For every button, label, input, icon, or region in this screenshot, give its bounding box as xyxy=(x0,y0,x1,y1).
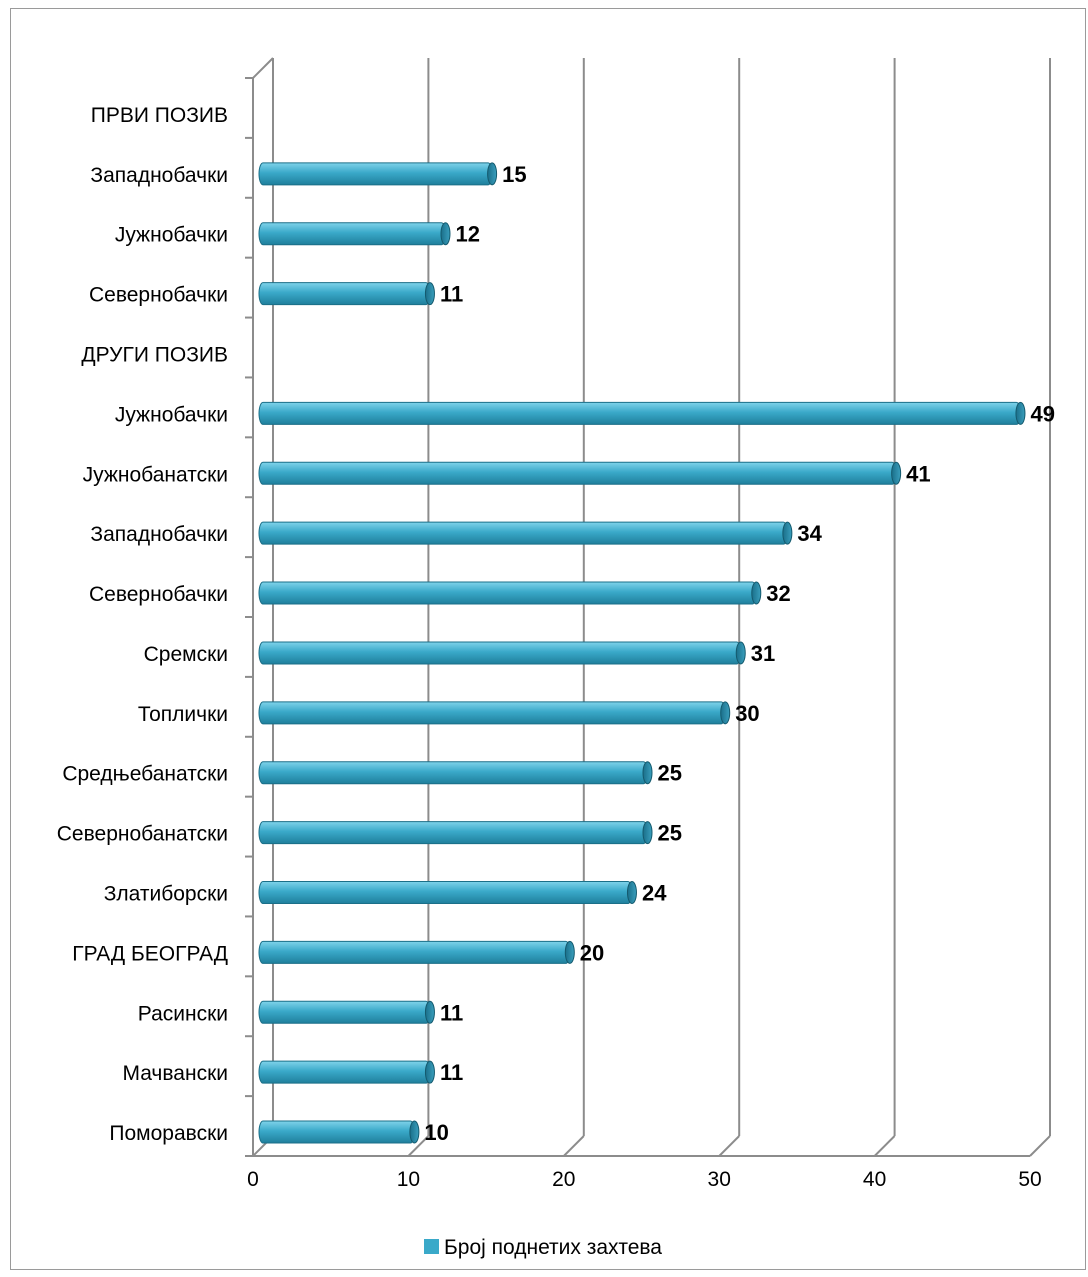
category-label: ДРУГИ ПОЗИВ xyxy=(81,344,228,367)
x-tick-label: 20 xyxy=(552,1168,575,1191)
bar xyxy=(258,461,902,485)
data-label: 30 xyxy=(735,701,759,726)
category-label: Средњебанатски xyxy=(62,763,228,786)
category-label: Јужнобанатски xyxy=(83,463,228,486)
bar xyxy=(258,761,653,785)
data-label: 25 xyxy=(658,761,682,786)
bar xyxy=(258,701,731,725)
category-label: Топлички xyxy=(138,703,228,726)
bar xyxy=(258,282,435,306)
bar xyxy=(258,581,762,605)
chart-frame xyxy=(10,8,1086,1270)
data-label: 34 xyxy=(797,521,822,546)
data-label: 49 xyxy=(1030,401,1054,426)
category-label: ГРАД БЕОГРАД xyxy=(72,942,228,965)
x-tick-label: 50 xyxy=(1018,1168,1041,1191)
data-label: 20 xyxy=(580,940,604,965)
gridline-depth-20 xyxy=(563,1135,585,1157)
bar xyxy=(258,162,498,186)
data-label: 11 xyxy=(440,1060,463,1085)
data-label: 41 xyxy=(906,461,930,486)
x-tick-label: 40 xyxy=(863,1168,886,1191)
data-label: 32 xyxy=(766,581,790,606)
category-label: Сремски xyxy=(144,643,228,666)
data-label: 12 xyxy=(455,222,479,247)
data-label: 10 xyxy=(424,1120,448,1145)
category-label: Поморавски xyxy=(109,1122,228,1145)
bar xyxy=(258,940,575,964)
bar xyxy=(258,641,746,665)
gridline-depth-50 xyxy=(1029,1135,1051,1157)
x-tick-label: 30 xyxy=(708,1168,731,1191)
bar xyxy=(258,1060,435,1084)
gridline-depth-40 xyxy=(873,1135,896,1157)
category-label: Севернобачки xyxy=(89,284,228,307)
data-label: 15 xyxy=(502,162,526,187)
category-label: Западнобачки xyxy=(90,523,228,546)
bar xyxy=(258,1000,435,1024)
data-label: 31 xyxy=(751,641,775,666)
x-tick-label: 0 xyxy=(247,1168,259,1191)
legend-label: Број поднетих захтева xyxy=(444,1236,662,1259)
bar xyxy=(258,881,637,904)
legend: Број поднетих захтева xyxy=(424,1236,662,1259)
legend-swatch xyxy=(424,1239,439,1254)
category-label: Западнобачки xyxy=(90,164,228,187)
y-axis-depth xyxy=(252,57,274,79)
bar xyxy=(258,521,793,545)
x-tick-label: 10 xyxy=(397,1168,420,1191)
gridline-depth-10 xyxy=(407,1135,430,1157)
category-label: Јужнобачки xyxy=(115,403,228,426)
bar xyxy=(258,821,653,845)
category-label: Златиборски xyxy=(104,883,228,906)
category-label: Јужнобачки xyxy=(115,224,228,247)
data-label: 11 xyxy=(440,1000,463,1025)
category-label: ПРВИ ПОЗИВ xyxy=(91,104,228,127)
gridline-depth-30 xyxy=(718,1135,740,1157)
bar-layer xyxy=(258,162,1026,1144)
bar xyxy=(258,401,1026,425)
category-label: Мачвански xyxy=(122,1062,228,1085)
bar xyxy=(258,222,451,246)
data-label: 24 xyxy=(642,881,667,906)
category-label: Расински xyxy=(138,1002,228,1025)
label-layer: 0 10 20 30 40 50 ПРВИ ПОЗИВ Западнобачки 15 Јужно… xyxy=(57,104,1055,1191)
category-label: Севернобачки xyxy=(89,583,228,606)
data-label: 25 xyxy=(658,821,682,846)
bar xyxy=(258,1120,420,1144)
category-label: Севернобанатски xyxy=(57,823,228,846)
data-label: 11 xyxy=(440,282,463,307)
